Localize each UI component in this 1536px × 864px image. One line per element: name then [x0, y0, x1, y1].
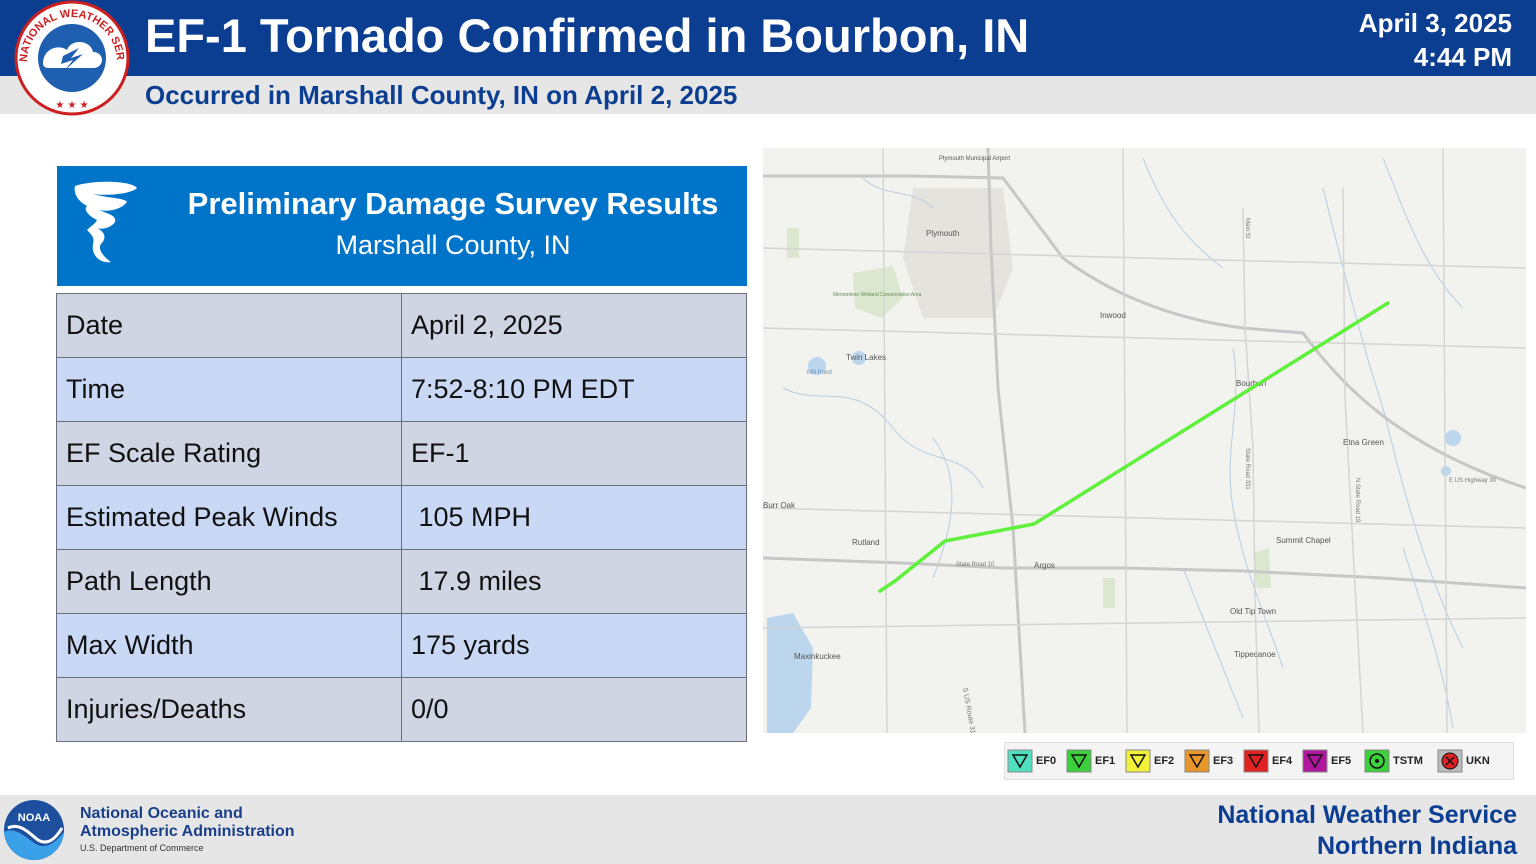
tornado-icon	[74, 181, 137, 263]
survey-results-table: Date April 2, 2025 Time 7:52-8:10 PM EDT…	[56, 293, 747, 742]
ef3-marker-icon	[1184, 749, 1210, 773]
map-road-sr10: State Road 10	[956, 562, 995, 568]
noaa-logo-text: NOAA	[18, 812, 50, 824]
row-label: Time	[56, 357, 402, 422]
page-title: EF-1 Tornado Confirmed in Bourbon, IN	[145, 9, 1030, 62]
nws-line1: National Weather Service	[1217, 801, 1517, 829]
map-road-main-st: Main St	[1244, 218, 1250, 239]
ef5-marker-icon	[1302, 749, 1328, 773]
nws-logo: NATIONAL WEATHER SERVICE ★ ★ ★	[13, 0, 130, 116]
issue-time: 4:44 PM	[1413, 42, 1512, 72]
row-label: Estimated Peak Winds	[56, 485, 402, 550]
map-label-inwood: Inwood	[1100, 311, 1126, 320]
legend-ef5: EF5	[1302, 749, 1351, 773]
survey-location: Marshall County, IN	[335, 230, 571, 260]
tstm-marker-icon	[1364, 749, 1390, 773]
map-label-airport: Plymouth Municipal Airport	[939, 156, 1010, 162]
legend-ef1: EF1	[1066, 749, 1115, 773]
legend-label: EF5	[1331, 755, 1352, 767]
map-label-maxinkuckee: Maxinkuckee	[794, 652, 841, 661]
table-row: EF Scale Rating EF-1	[56, 421, 747, 486]
map-road-us30: E US Highway 30	[1449, 478, 1497, 484]
row-value: 0/0	[401, 677, 747, 742]
noaa-department: U.S. Department of Commerce	[80, 843, 204, 853]
map-label-plymouth: Plymouth	[926, 229, 959, 238]
svg-text:★ ★ ★: ★ ★ ★	[55, 100, 88, 111]
ef1-marker-icon	[1066, 749, 1092, 773]
row-label: EF Scale Rating	[56, 421, 402, 486]
nws-office: National Weather Service Northern Indian…	[1217, 800, 1517, 862]
table-row: Max Width 175 yards	[56, 613, 747, 678]
row-label: Injuries/Deaths	[56, 677, 402, 742]
map-label-summit-chapel: Summit Chapel	[1276, 536, 1331, 545]
row-label: Date	[56, 293, 402, 358]
map-label-bourbon: Bourbon	[1236, 379, 1266, 388]
row-value: 7:52-8:10 PM EDT	[401, 357, 747, 422]
map-label-argos: Argos	[1034, 561, 1055, 570]
legend-label: EF4	[1272, 755, 1293, 767]
row-value: 17.9 miles	[401, 549, 747, 614]
legend-label: TSTM	[1393, 755, 1423, 767]
legend-ef4: EF4	[1243, 749, 1292, 773]
ef0-marker-icon	[1007, 749, 1033, 773]
map-legend: EF0 EF1 EF2 EF3 EF4 EF5 TSTM UKN	[1004, 742, 1514, 780]
map-label-wetland: Menominee Wetland Conservation Area	[833, 292, 922, 298]
legend-label: EF2	[1154, 755, 1175, 767]
map-label-rutland: Rutland	[852, 538, 880, 547]
table-row: Date April 2, 2025	[56, 293, 747, 358]
legend-ef0: EF0	[1007, 749, 1056, 773]
ukn-marker-icon	[1437, 749, 1463, 773]
legend-ef3: EF3	[1184, 749, 1233, 773]
row-value: 105 MPH	[401, 485, 747, 550]
table-row: Path Length 17.9 miles	[56, 549, 747, 614]
legend-ef2: EF2	[1125, 749, 1174, 773]
noaa-name: National Oceanic and Atmospheric Adminis…	[80, 805, 295, 841]
table-row: Injuries/Deaths 0/0	[56, 677, 747, 742]
legend-label: UKN	[1466, 755, 1490, 767]
row-value: EF-1	[401, 421, 747, 486]
survey-header: Preliminary Damage Survey Results Marsha…	[57, 166, 747, 286]
row-value: April 2, 2025	[401, 293, 747, 358]
row-value: 175 yards	[401, 613, 747, 678]
map-label-old-tip-town: Old Tip Town	[1230, 607, 1276, 616]
header-bar	[0, 0, 1536, 76]
legend-label: EF3	[1213, 755, 1234, 767]
map-label-tippecanoe: Tippecanoe	[1234, 650, 1276, 659]
survey-title: Preliminary Damage Survey Results	[187, 186, 719, 221]
page-subtitle: Occurred in Marshall County, IN on April…	[145, 80, 738, 110]
legend-ukn: UKN	[1437, 749, 1490, 773]
noaa-line2: Atmospheric Administration	[80, 823, 295, 840]
subheader-bar	[0, 76, 1536, 114]
map-label-burr-oak: Burr Oak	[763, 501, 796, 510]
issue-date: April 3, 2025	[1358, 8, 1512, 38]
tornado-track-map[interactable]: Plymouth Plymouth Municipal Airport Inwo…	[763, 148, 1526, 733]
tornado-track-line	[878, 301, 1390, 593]
row-label: Path Length	[56, 549, 402, 614]
legend-tstm: TSTM	[1364, 749, 1423, 773]
noaa-logo: NOAA	[4, 800, 64, 860]
table-row: Time 7:52-8:10 PM EDT	[56, 357, 747, 422]
ef4-marker-icon	[1243, 749, 1269, 773]
map-label-mill-pond: Mill Pond	[807, 370, 832, 376]
legend-label: EF1	[1095, 755, 1116, 767]
noaa-line1: National Oceanic and	[80, 805, 243, 822]
map-road-sr19: N State Road 19	[1354, 478, 1360, 523]
issue-datetime: April 3, 2025 4:44 PM	[1359, 6, 1512, 74]
ef2-marker-icon	[1125, 749, 1151, 773]
row-label: Max Width	[56, 613, 402, 678]
map-road-sr331: State Road 331	[1244, 448, 1250, 490]
map-label-twin-lakes: Twin Lakes	[846, 353, 886, 362]
table-row: Estimated Peak Winds 105 MPH	[56, 485, 747, 550]
nws-line2: Northern Indiana	[1316, 832, 1517, 860]
legend-label: EF0	[1036, 755, 1057, 767]
footer-bar	[0, 795, 1536, 864]
map-label-etna-green: Etna Green	[1343, 438, 1384, 447]
